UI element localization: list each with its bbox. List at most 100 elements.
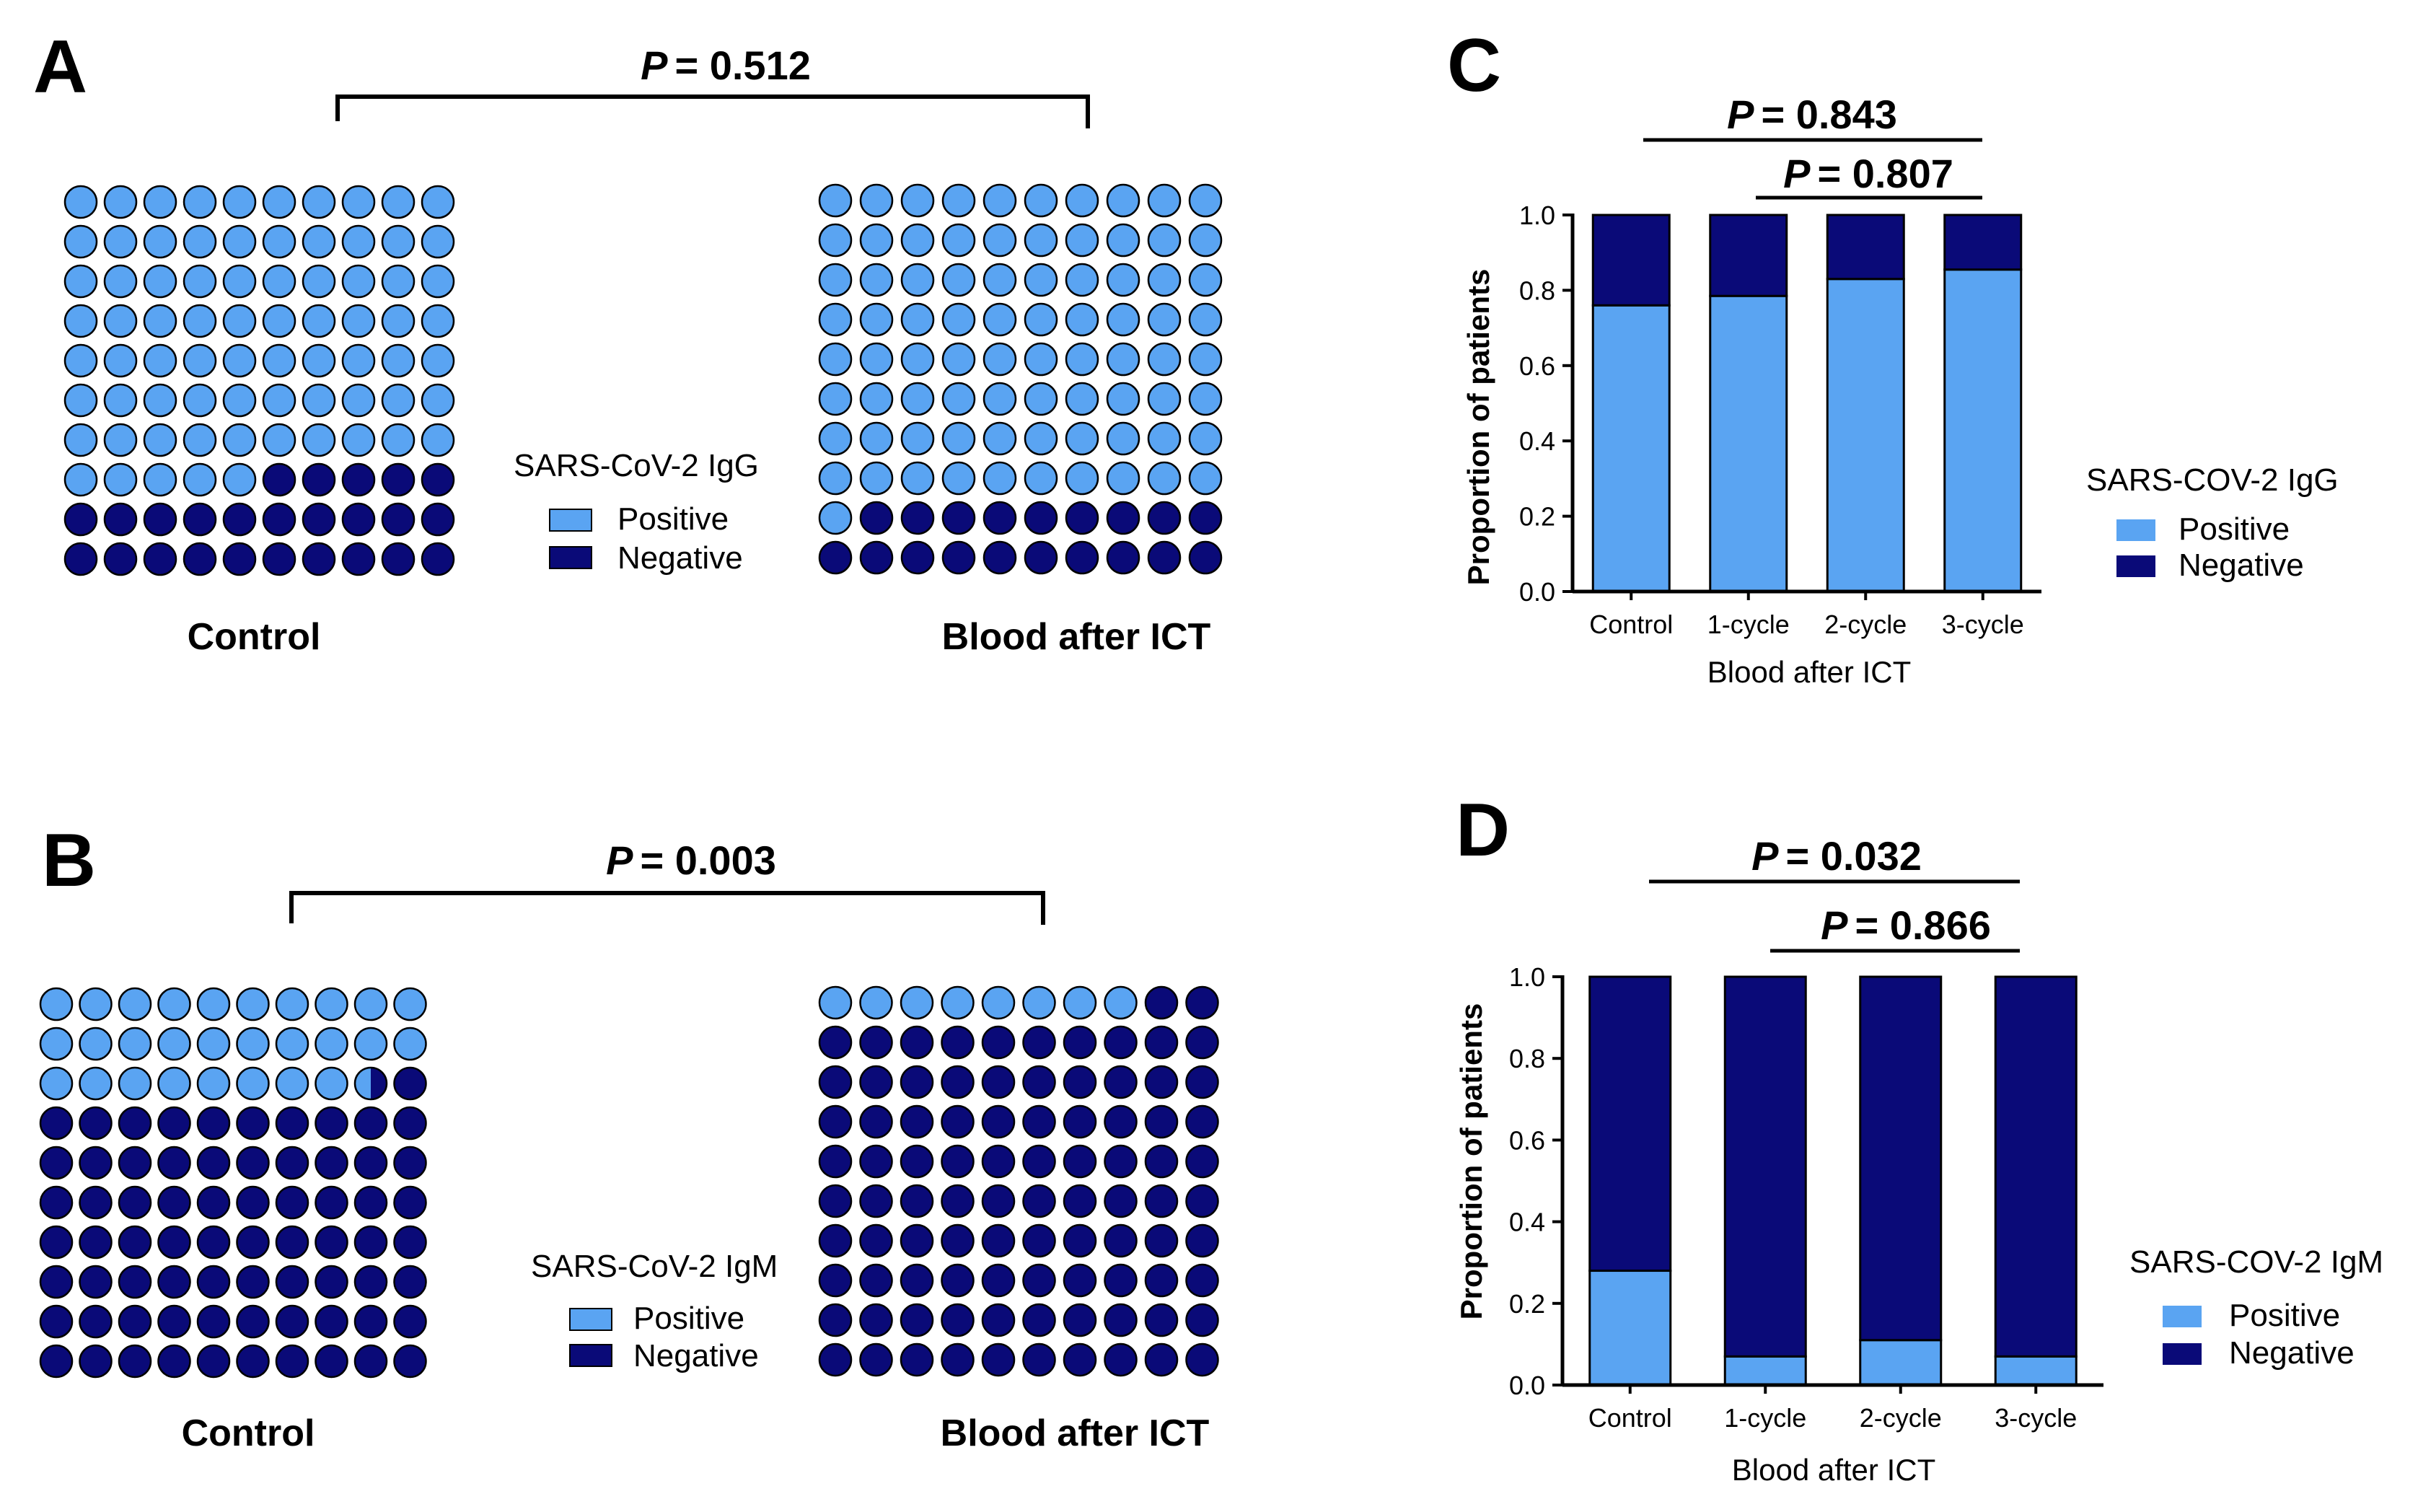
waffle-dot <box>302 185 336 219</box>
waffle-dot <box>341 462 376 497</box>
waffle-dot <box>981 1184 1016 1218</box>
waffle-dot <box>196 1066 231 1101</box>
waffle-dot <box>262 304 296 338</box>
legend-label-negative: Negative <box>2229 1335 2355 1371</box>
waffle-dot <box>1147 263 1182 297</box>
waffle-dot <box>275 1106 309 1140</box>
waffle-dot <box>1185 1025 1219 1060</box>
waffle-dot <box>1144 1263 1179 1298</box>
waffle-dot <box>1022 1184 1056 1218</box>
comparison-control-vs-3-cycle: P = 0.032 <box>1649 833 2020 884</box>
bar-positive-control <box>1591 304 1671 593</box>
waffle-dot <box>183 224 217 259</box>
waffle-dot <box>143 343 177 378</box>
waffle-dot <box>381 383 416 418</box>
waffle-dot <box>196 1225 231 1260</box>
waffle-dot <box>421 423 455 457</box>
waffle-dot <box>262 383 296 418</box>
waffle-dot <box>859 382 894 416</box>
waffle-dot <box>818 1025 853 1060</box>
waffle-dot <box>183 304 217 338</box>
waffle-dot <box>1065 263 1099 297</box>
waffle-dot <box>341 304 376 338</box>
waffle-dot <box>1022 1303 1056 1337</box>
waffle-dot <box>818 183 853 218</box>
waffle-dot <box>353 1344 388 1379</box>
x-axis-label: Blood after ICT <box>1732 1453 1935 1487</box>
waffle-dot <box>1065 382 1099 416</box>
waffle-dot <box>1188 540 1223 575</box>
waffle-dot <box>118 1185 152 1220</box>
waffle-dot <box>859 263 894 297</box>
waffle-dot <box>353 1185 388 1220</box>
waffle-dot <box>236 1027 270 1061</box>
waffle-dot <box>1185 1263 1219 1298</box>
waffle-dot <box>1106 461 1140 496</box>
waffle-dot <box>1022 985 1056 1020</box>
waffle-dot <box>941 1025 975 1060</box>
waffle-dot <box>262 462 296 497</box>
comparison-p-value: P = 0.843 <box>1727 92 1897 137</box>
waffle-dot <box>118 1304 152 1339</box>
waffle-dot <box>900 183 935 218</box>
waffle-dot <box>393 1344 427 1379</box>
waffle-dot <box>63 383 98 418</box>
waffle-dot <box>859 183 894 218</box>
waffle-dot <box>941 1223 975 1258</box>
waffle-dot <box>1185 1342 1219 1377</box>
waffle-dot <box>1188 302 1223 337</box>
waffle-dot <box>818 382 853 416</box>
waffle-dot <box>262 264 296 299</box>
waffle-dot <box>1104 1342 1138 1377</box>
waffle-dot <box>1104 1184 1138 1218</box>
waffle-dot <box>315 1185 348 1220</box>
waffle-dot <box>1022 1342 1056 1377</box>
y-tick-label: 0.0 <box>1509 1371 1545 1400</box>
waffle-dot <box>157 987 191 1021</box>
waffle-dot <box>1024 501 1058 535</box>
x-axis-label: Blood after ICT <box>1707 655 1911 689</box>
waffle-dot <box>1185 1065 1219 1099</box>
waffle-dot <box>900 1223 934 1258</box>
waffle-dot <box>941 1144 975 1179</box>
panel-a-p-value: P = 0.512 <box>641 43 811 88</box>
waffle-dot <box>103 542 138 576</box>
waffle-dot <box>859 985 893 1020</box>
waffle-dot <box>1065 461 1099 496</box>
waffle-dot <box>941 1263 975 1298</box>
waffle-dot <box>1144 1025 1179 1060</box>
y-tick-label: 0.8 <box>1519 276 1555 305</box>
waffle-dot <box>183 542 217 576</box>
legend-title: SARS-COV-2 IgG <box>2086 462 2339 498</box>
waffle-dot <box>818 421 853 456</box>
waffle-dot <box>1104 1104 1138 1139</box>
waffle-dot <box>381 462 416 497</box>
waffle-dot <box>1065 501 1099 535</box>
waffle-dot <box>1147 223 1182 258</box>
waffle-dot <box>39 1344 74 1379</box>
waffle-dot <box>818 501 853 535</box>
waffle-dot <box>1022 1263 1056 1298</box>
waffle-dot <box>196 1265 231 1299</box>
waffle-dot <box>353 1225 388 1260</box>
waffle-dot <box>941 263 976 297</box>
waffle-dot <box>143 423 177 457</box>
waffle-dot <box>183 462 217 497</box>
waffle-dot <box>63 343 98 378</box>
waffle-dot <box>157 1146 191 1180</box>
waffle-dot <box>103 383 138 418</box>
waffle-dot <box>982 223 1017 258</box>
y-tick-label: 0.8 <box>1509 1044 1545 1073</box>
waffle-dot <box>315 1304 348 1339</box>
waffle-dot <box>302 264 336 299</box>
waffle-dot <box>196 1146 231 1180</box>
waffle-dot <box>39 1146 74 1180</box>
waffle-dot <box>982 501 1017 535</box>
waffle-dot <box>900 1263 934 1298</box>
waffle-dot <box>1104 1065 1138 1099</box>
waffle-dot <box>900 223 935 258</box>
waffle-dot <box>818 461 853 496</box>
waffle-dot <box>421 264 455 299</box>
waffle-dot <box>941 540 976 575</box>
waffle-dot <box>236 1066 270 1101</box>
